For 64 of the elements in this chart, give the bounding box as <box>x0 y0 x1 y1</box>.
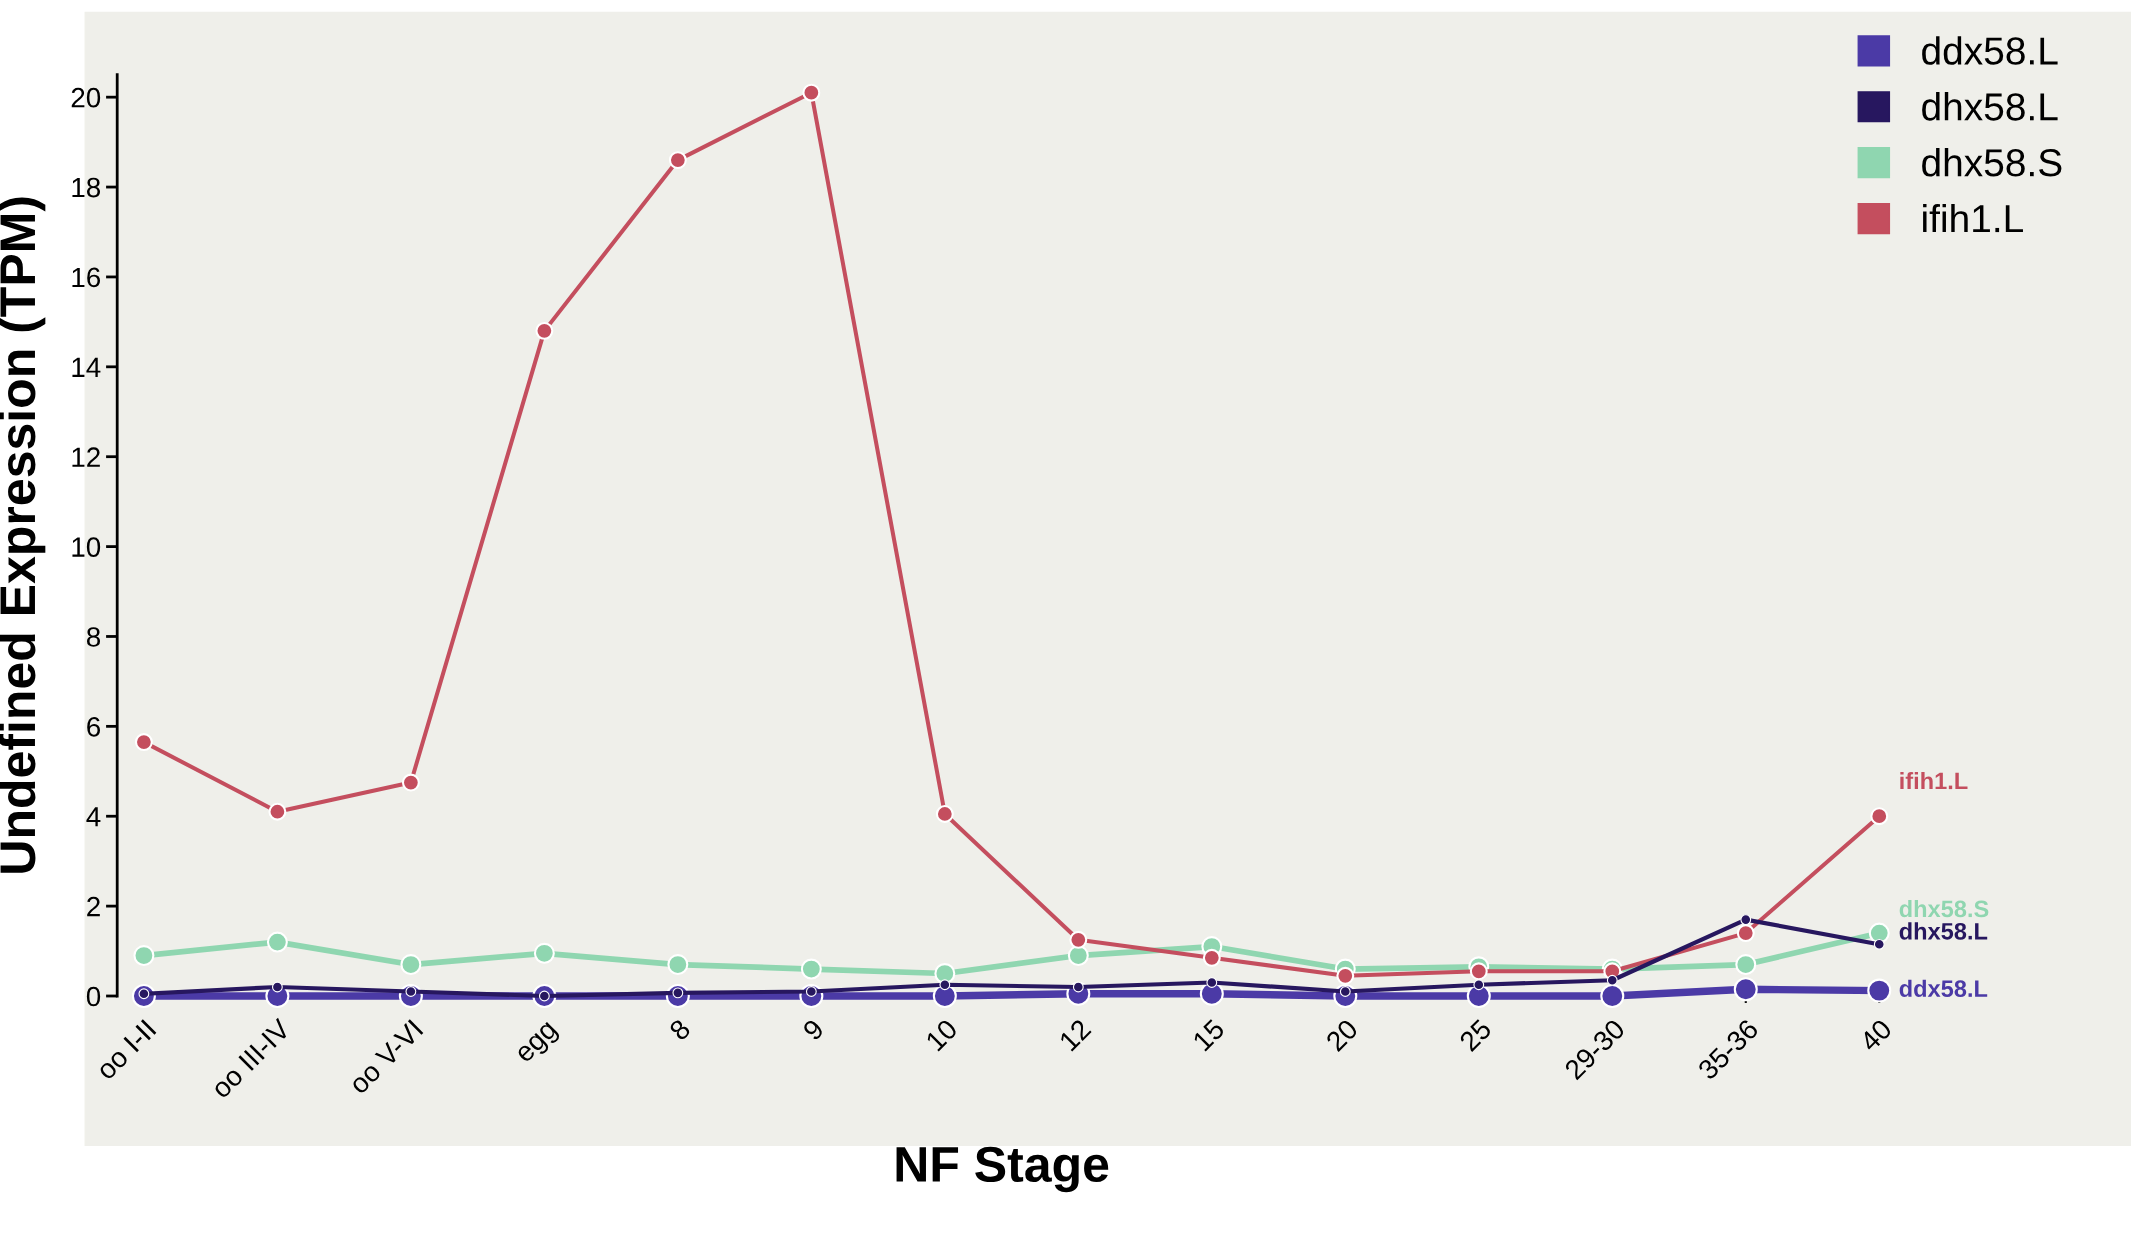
x-tick-label: 8 <box>668 1018 692 1042</box>
x-tick-label: 10 <box>925 1018 959 1052</box>
point <box>400 954 422 976</box>
x-tick-label: egg <box>516 1021 562 1068</box>
text: dhx58.L <box>1899 922 1988 940</box>
y-tick-label: 8 <box>86 627 101 647</box>
point <box>935 805 954 823</box>
point <box>266 931 288 953</box>
point <box>401 773 420 792</box>
y-tick-label: 6 <box>87 717 101 737</box>
legend-label: dhx58.S <box>1922 148 2062 177</box>
point <box>800 958 822 980</box>
point <box>1072 981 1084 993</box>
point <box>1870 807 1889 826</box>
x-axis-title: NF Stage <box>896 1146 1109 1193</box>
point <box>1606 974 1618 986</box>
point <box>1735 954 1757 976</box>
point <box>271 981 283 993</box>
point <box>1469 962 1488 981</box>
point <box>1067 945 1089 967</box>
y-tick-label: 0 <box>86 986 101 1007</box>
point <box>1473 979 1485 991</box>
y-tick-label: 16 <box>72 267 101 288</box>
text: ddx58.L <box>1899 979 1988 998</box>
point <box>533 942 555 964</box>
x-tick-label: 20 <box>1324 1018 1359 1053</box>
point <box>802 83 821 102</box>
point <box>939 979 951 991</box>
x-tick-label: 40 <box>1858 1018 1893 1053</box>
point <box>1867 978 1892 1003</box>
point <box>1740 914 1752 926</box>
point <box>668 151 687 170</box>
point <box>1733 977 1758 1002</box>
legend-label: ifih1.L <box>1923 203 2023 233</box>
text: dhx58.S <box>1899 899 1989 918</box>
y-tick-label: 18 <box>72 177 101 198</box>
x-tick-label: 15 <box>1192 1018 1226 1052</box>
x-tick-label: 25 <box>1458 1018 1493 1053</box>
y-tick-label: 4 <box>86 807 101 827</box>
point <box>1873 938 1885 950</box>
point <box>134 733 153 752</box>
point <box>1202 948 1221 967</box>
point <box>1336 966 1355 985</box>
legend-label: dhx58.L <box>1922 92 2058 121</box>
x-tick-label: 9 <box>801 1018 825 1042</box>
point <box>934 963 956 985</box>
y-tick-label: 2 <box>87 896 100 917</box>
x-tick-label: 12 <box>1058 1018 1092 1052</box>
point <box>1206 977 1218 988</box>
point <box>667 954 689 976</box>
y-tick-label: 20 <box>71 87 101 108</box>
point <box>133 945 155 967</box>
y-tick-label: 14 <box>72 357 101 377</box>
legend-label: ddx58.L <box>1922 36 2058 65</box>
point <box>1600 983 1625 1009</box>
point <box>268 802 287 821</box>
x-tick-label: oo I-II <box>95 1019 157 1081</box>
text: ifih1.L <box>1900 772 1968 790</box>
point <box>1069 930 1088 949</box>
y-tick-label: 12 <box>72 447 100 467</box>
y-tick-label: 10 <box>72 537 101 557</box>
point <box>535 321 554 340</box>
point <box>1736 924 1755 943</box>
x-tick-label: oo V-VI <box>348 1019 424 1095</box>
